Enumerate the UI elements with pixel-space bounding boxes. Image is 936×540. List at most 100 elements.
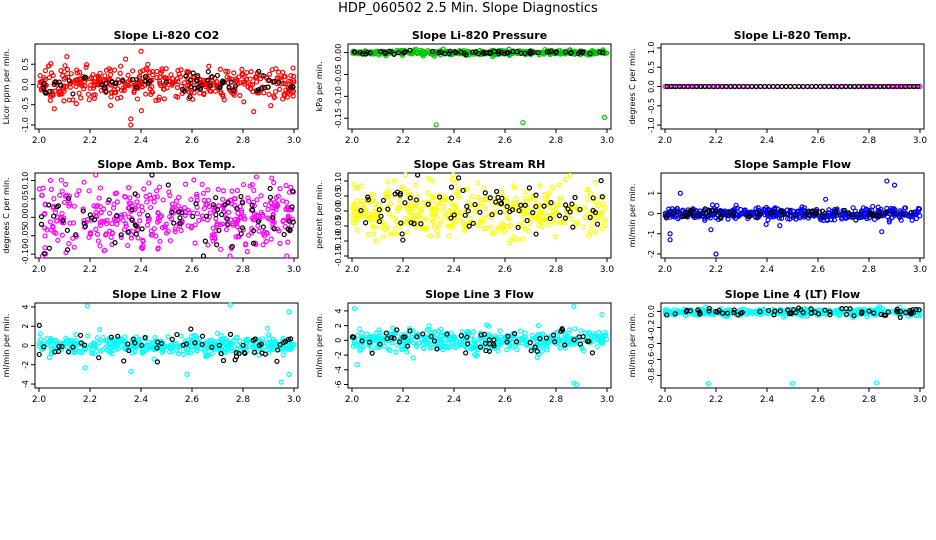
data-point	[64, 227, 70, 233]
data-point	[265, 325, 271, 331]
data-point	[98, 209, 104, 215]
data-point	[194, 77, 200, 84]
data-point	[212, 88, 218, 94]
x-tick-label: 2.0	[658, 136, 673, 146]
data-point	[802, 212, 808, 219]
x-tick-label: 2.4	[447, 265, 462, 275]
data-point	[174, 331, 180, 338]
data-point	[697, 311, 703, 317]
data-point	[544, 343, 550, 349]
data-point	[193, 201, 199, 207]
data-point	[46, 74, 52, 81]
data-point	[141, 186, 147, 192]
data-point	[414, 217, 420, 223]
data-point	[847, 83, 853, 90]
data-point	[472, 351, 478, 358]
data-point	[518, 50, 524, 56]
data-point	[173, 93, 179, 99]
data-point	[702, 206, 708, 212]
data-point	[219, 211, 225, 218]
data-point	[146, 339, 152, 345]
data-point	[812, 210, 818, 216]
y-tick-label: 0.00	[334, 202, 343, 220]
data-point	[224, 74, 230, 80]
data-point	[432, 224, 438, 230]
data-point	[443, 196, 449, 202]
data-point	[431, 195, 437, 201]
data-point	[917, 83, 923, 90]
data-point	[421, 216, 427, 222]
data-point	[576, 334, 582, 340]
data-point	[437, 222, 443, 228]
data-point	[462, 212, 468, 218]
data-point	[178, 342, 184, 349]
data-point	[670, 210, 676, 216]
data-point	[577, 341, 583, 347]
data-point	[41, 81, 47, 87]
data-point	[156, 184, 163, 190]
data-point	[108, 89, 114, 95]
data-point	[67, 220, 73, 226]
data-point	[385, 179, 391, 185]
data-point	[847, 308, 853, 314]
data-point	[207, 83, 213, 89]
data-point	[114, 212, 120, 219]
data-point	[413, 197, 420, 203]
data-point	[154, 339, 161, 345]
data-point	[151, 199, 157, 205]
data-point	[76, 69, 83, 75]
x-tick-label: 2.2	[396, 395, 410, 405]
data-point	[88, 217, 94, 223]
data-point	[122, 56, 129, 62]
data-point	[838, 83, 845, 90]
data-point	[411, 221, 417, 227]
data-point	[118, 232, 124, 238]
data-point	[730, 212, 736, 218]
data-point	[718, 213, 724, 219]
data-point	[570, 224, 576, 230]
x-tick-label: 2.0	[32, 395, 47, 405]
data-point	[76, 90, 82, 96]
data-point	[142, 347, 148, 354]
data-point	[404, 203, 410, 210]
data-point	[126, 200, 132, 206]
data-point	[817, 83, 823, 90]
data-point	[664, 312, 670, 318]
data-point	[172, 226, 178, 232]
panel-8: Slope Line 3 Flow 2.0 2.2 2.4 2.6 2.8 3.0 -6 -4 -…	[315, 288, 614, 405]
data-point	[871, 216, 878, 223]
data-point	[196, 217, 202, 224]
data-point	[384, 224, 391, 231]
data-point	[51, 106, 57, 112]
data-point	[158, 70, 164, 76]
x-tick-label: 2.2	[83, 265, 97, 275]
data-point	[910, 309, 917, 315]
data-point	[270, 220, 276, 227]
data-point	[714, 202, 720, 209]
data-point	[39, 192, 45, 199]
data-point	[475, 340, 481, 346]
data-point	[438, 219, 444, 225]
data-point	[775, 83, 781, 90]
data-point	[845, 210, 852, 216]
data-point	[489, 212, 495, 218]
panel-title: Slope Li-820 Pressure	[412, 29, 547, 42]
panel-title: Slope Li-820 CO2	[114, 29, 220, 42]
data-point	[277, 342, 283, 348]
data-point	[705, 380, 711, 387]
x-tick-label: 3.0	[600, 136, 615, 146]
data-point	[125, 72, 131, 78]
data-point	[187, 77, 193, 83]
data-point	[916, 307, 922, 313]
data-point	[220, 93, 226, 100]
data-point	[571, 337, 577, 343]
data-point	[154, 359, 160, 365]
data-point	[204, 352, 210, 358]
data-point	[93, 204, 99, 210]
data-point	[514, 347, 520, 353]
data-point	[592, 212, 598, 218]
data-point	[277, 186, 283, 192]
data-point	[723, 83, 730, 90]
data-point	[442, 214, 448, 220]
data-point	[532, 335, 538, 341]
